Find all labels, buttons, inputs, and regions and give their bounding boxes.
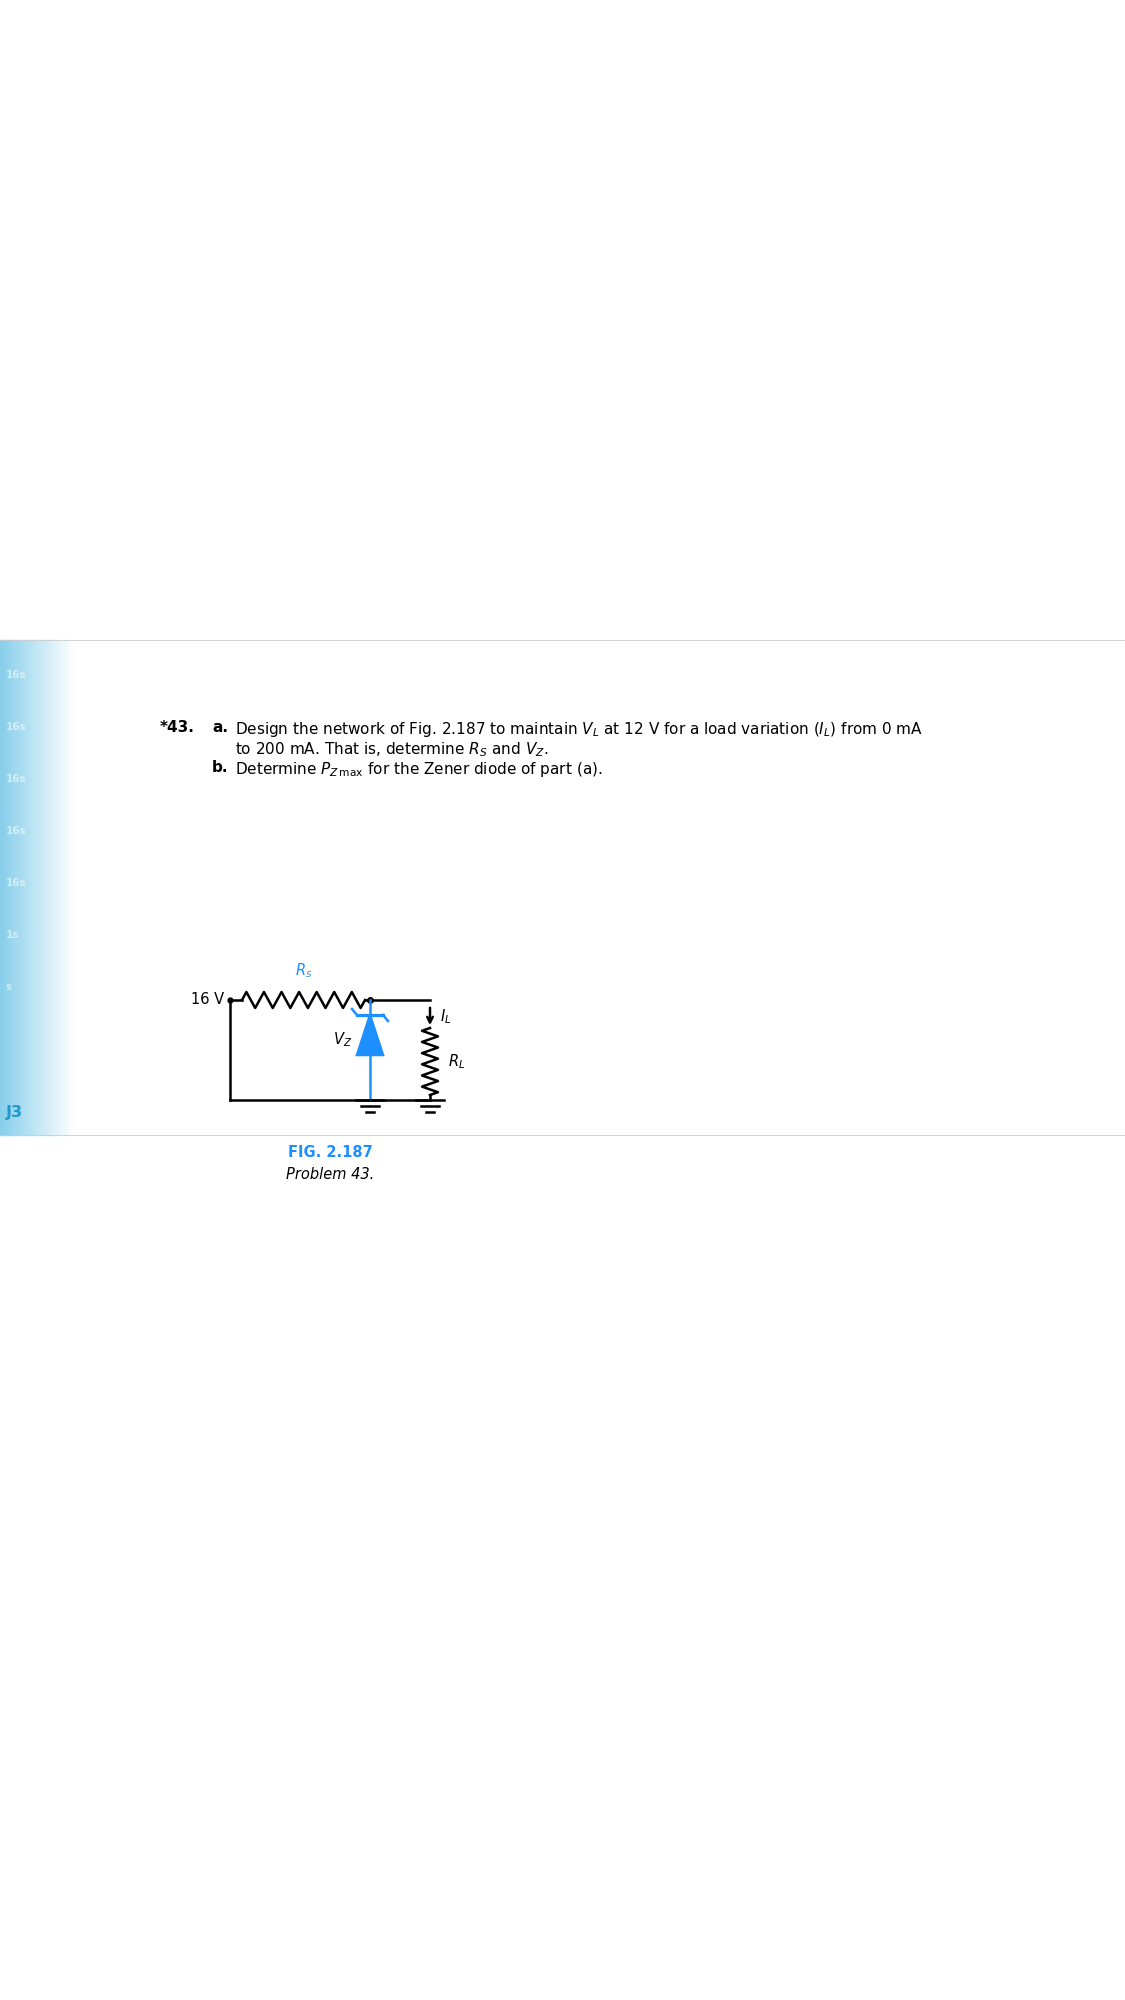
Text: Design the network of Fig. 2.187 to maintain $V_L$ at 12 V for a load variation : Design the network of Fig. 2.187 to main… [235,720,924,738]
Text: $V_Z$: $V_Z$ [333,1030,352,1050]
Text: 16s: 16s [6,722,27,732]
Text: $I_L$: $I_L$ [440,1008,451,1026]
Text: Problem 43.: Problem 43. [286,1168,375,1182]
Text: $R_L$: $R_L$ [448,1052,466,1070]
Text: $R_s$: $R_s$ [295,962,312,980]
Text: a.: a. [212,720,228,734]
Text: 16s: 16s [6,878,27,888]
Text: FIG. 2.187: FIG. 2.187 [288,1144,372,1160]
Text: 16 V: 16 V [191,992,224,1008]
Text: 16s: 16s [6,670,27,680]
Text: to 200 mA. That is, determine $R_S$ and $V_Z$.: to 200 mA. That is, determine $R_S$ and … [235,740,549,758]
Polygon shape [357,1016,382,1056]
Text: 1s: 1s [6,930,19,940]
Text: 16s: 16s [6,774,27,784]
Text: 16s: 16s [6,826,27,836]
Text: Determine $P_{Z\,\mathrm{max}}$ for the Zener diode of part (a).: Determine $P_{Z\,\mathrm{max}}$ for the … [235,760,603,778]
Text: b.: b. [212,760,228,774]
Text: J3: J3 [6,1104,24,1120]
Text: *43.: *43. [160,720,195,734]
Text: s: s [6,982,12,992]
